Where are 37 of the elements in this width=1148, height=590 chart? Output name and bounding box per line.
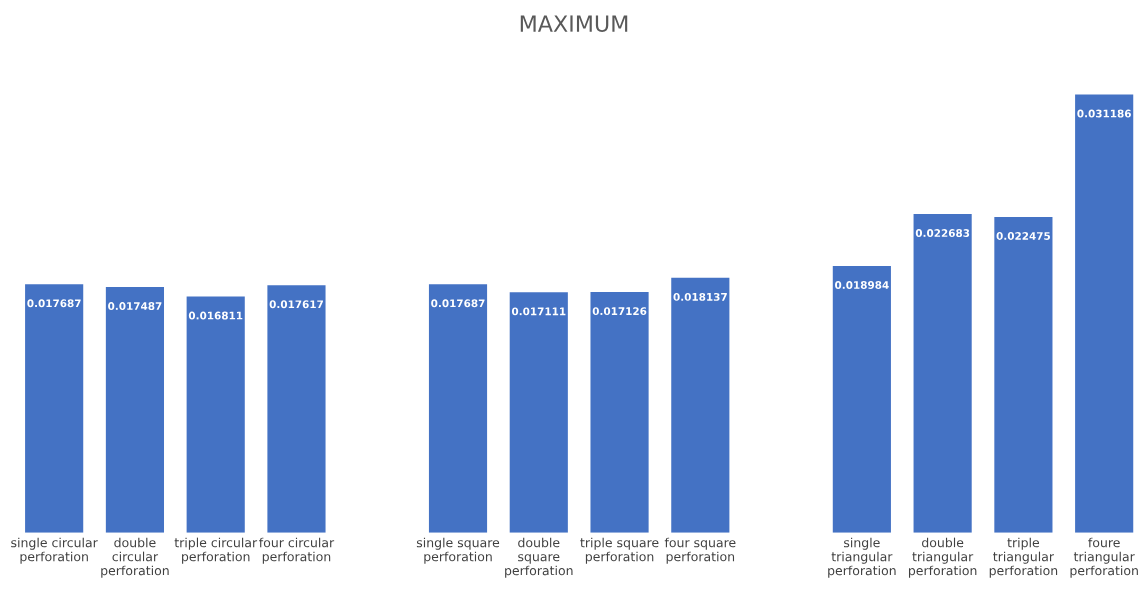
x-tick-label: triple triangular perforation [989,537,1058,578]
data-label: 0.016811 [188,311,243,320]
chart-title: MAXIMUM [520,15,628,32]
bar [186,296,245,533]
bar [1075,94,1134,533]
x-tick-label: double circular perforation [101,537,169,578]
data-label: 0.017687 [431,299,485,308]
x-tick-label: four circular perforation [259,537,335,564]
data-label: 0.017126 [592,307,647,316]
data-label: 0.022683 [915,229,970,237]
data-label: 0.017617 [269,300,323,309]
bar [428,284,488,533]
x-tick-label: double triangular perforation [908,537,977,578]
x-tick-label: foure triangular perforation [1070,537,1138,578]
bar [509,292,568,533]
data-label: 0.017487 [108,302,162,310]
data-label: 0.017687 [27,299,81,308]
x-tick-label: single square perforation [416,537,500,564]
x-tick-label: single triangular perforation [828,537,896,578]
bar [590,292,649,533]
bar [913,213,972,533]
bar [994,216,1053,533]
x-tick-label: triple circular perforation [174,537,258,564]
data-label: 0.018984 [835,281,889,289]
bar [105,287,165,533]
x-tick-label: double square perforation [505,537,573,578]
bar [671,277,730,533]
bar [832,265,891,533]
data-label: 0.022475 [996,232,1051,240]
data-label: 0.017111 [511,307,566,316]
data-label: 0.031186 [1077,109,1131,118]
x-tick-label: four square perforation [664,537,736,564]
x-tick-label: triple square perforation [580,537,659,564]
bar [267,285,326,533]
data-label: 0.018137 [673,292,727,301]
x-tick-label: single circular perforation [11,537,98,564]
bar [25,284,84,533]
